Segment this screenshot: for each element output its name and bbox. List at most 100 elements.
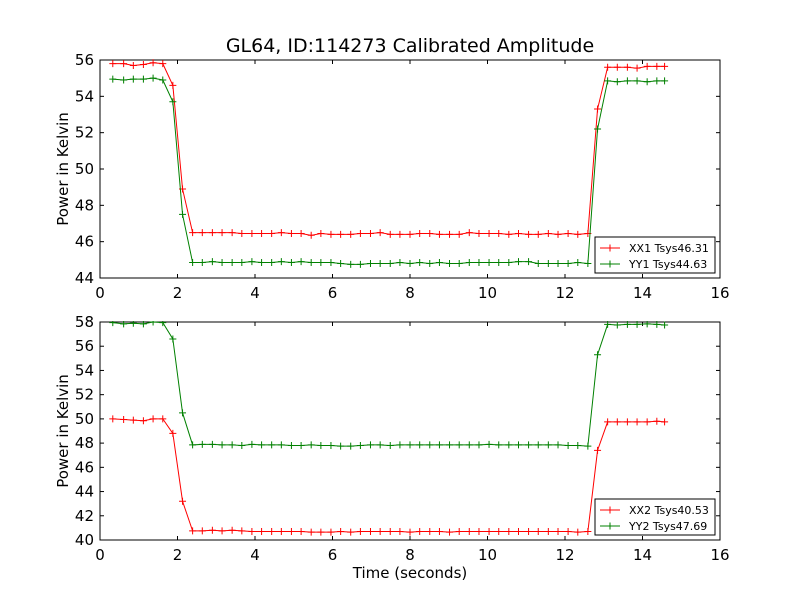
data-point-marker (594, 105, 602, 113)
data-point-marker (258, 259, 266, 267)
data-point-marker (465, 229, 473, 237)
data-point-marker (238, 229, 246, 237)
data-point-marker (633, 321, 641, 328)
x-tick-label: 8 (405, 284, 415, 302)
data-point-marker (268, 259, 276, 267)
data-point-marker (613, 418, 621, 426)
data-point-marker (277, 229, 285, 237)
legend-box (594, 236, 716, 274)
data-point-marker (189, 229, 197, 237)
data-point-marker (297, 442, 305, 450)
x-tick-label: 6 (328, 284, 338, 302)
y-tick-label: 40 (75, 531, 94, 549)
data-point-marker (661, 62, 669, 70)
data-point-marker (297, 528, 305, 536)
data-point-marker (159, 60, 167, 68)
data-point-marker (238, 442, 246, 450)
data-point-marker (149, 321, 157, 326)
data-point-marker (149, 415, 157, 423)
data-point-marker (643, 321, 651, 328)
legend-label: YY2 Tsys47.69 (628, 520, 707, 533)
data-point-marker (366, 528, 374, 536)
data-point-marker (159, 76, 167, 84)
data-point-marker (347, 230, 355, 238)
data-point-marker (268, 528, 276, 536)
data-point-marker (505, 528, 513, 536)
data-point-marker (189, 441, 197, 449)
data-point-marker (169, 429, 177, 437)
data-point-marker (406, 441, 414, 449)
data-point-marker (584, 259, 592, 267)
data-point-marker (307, 259, 315, 267)
data-point-marker (366, 259, 374, 267)
data-point-marker (643, 78, 651, 86)
data-point-marker (574, 230, 582, 238)
data-point-marker (159, 321, 167, 327)
data-point-marker (613, 63, 621, 71)
data-point-marker (554, 528, 562, 536)
series-1 (109, 59, 669, 239)
y-tick-label: 58 (75, 313, 94, 331)
data-point-marker (337, 528, 345, 536)
x-tick-label: 16 (710, 546, 729, 564)
data-point-marker (406, 259, 414, 267)
data-point-marker (604, 77, 612, 85)
y-tick-label: 56 (75, 337, 94, 355)
x-tick-label: 14 (633, 546, 652, 564)
data-point-marker (277, 441, 285, 449)
data-point-marker (525, 441, 533, 449)
data-point-marker (584, 528, 592, 536)
data-point-marker (376, 259, 384, 267)
y-tick-label: 50 (75, 410, 94, 428)
data-point-marker (129, 416, 137, 424)
data-point-marker (574, 528, 582, 536)
data-point-marker (534, 528, 542, 536)
data-point-marker (515, 229, 522, 237)
data-point-marker (169, 81, 177, 89)
data-point-marker (139, 75, 147, 83)
data-point-marker (495, 259, 503, 267)
data-point-marker (337, 259, 345, 267)
data-point-marker (327, 528, 335, 536)
data-point-marker (495, 441, 503, 449)
data-point-marker (623, 77, 631, 85)
data-point-marker (396, 441, 404, 449)
legend-label: YY1 Tsys44.63 (628, 258, 707, 271)
data-point-marker (623, 321, 631, 328)
series-2 (109, 74, 669, 268)
data-point-marker (426, 441, 434, 449)
x-tick-label: 8 (405, 546, 415, 564)
data-point-marker (386, 259, 394, 267)
data-point-marker (534, 259, 542, 267)
data-point-marker (495, 528, 503, 536)
x-tick-label: 10 (478, 546, 497, 564)
data-point-marker (604, 418, 612, 426)
data-point-marker (485, 440, 493, 448)
data-point-marker (416, 528, 424, 536)
data-point-marker (435, 230, 443, 238)
y-tick-label: 56 (75, 51, 94, 69)
data-point-marker (228, 229, 236, 237)
data-point-marker (238, 527, 246, 535)
data-point-marker (356, 528, 364, 536)
data-point-marker (198, 440, 206, 448)
legend-marker (606, 260, 614, 268)
y-tick-label: 44 (75, 269, 94, 287)
data-point-marker (455, 441, 463, 449)
data-point-marker (544, 229, 552, 237)
data-point-marker (455, 230, 463, 238)
data-point-marker (366, 229, 374, 237)
data-point-marker (465, 441, 473, 449)
x-tick-label: 6 (328, 546, 338, 564)
data-point-marker (661, 77, 669, 85)
data-point-marker (208, 440, 216, 448)
data-point-marker (544, 259, 552, 267)
data-point-marker (406, 230, 414, 238)
data-point-marker (554, 441, 562, 449)
data-point-marker (198, 259, 206, 267)
data-point-marker (228, 441, 236, 449)
data-point-marker (297, 258, 305, 266)
data-point-marker (525, 230, 533, 238)
data-point-marker (446, 528, 454, 536)
